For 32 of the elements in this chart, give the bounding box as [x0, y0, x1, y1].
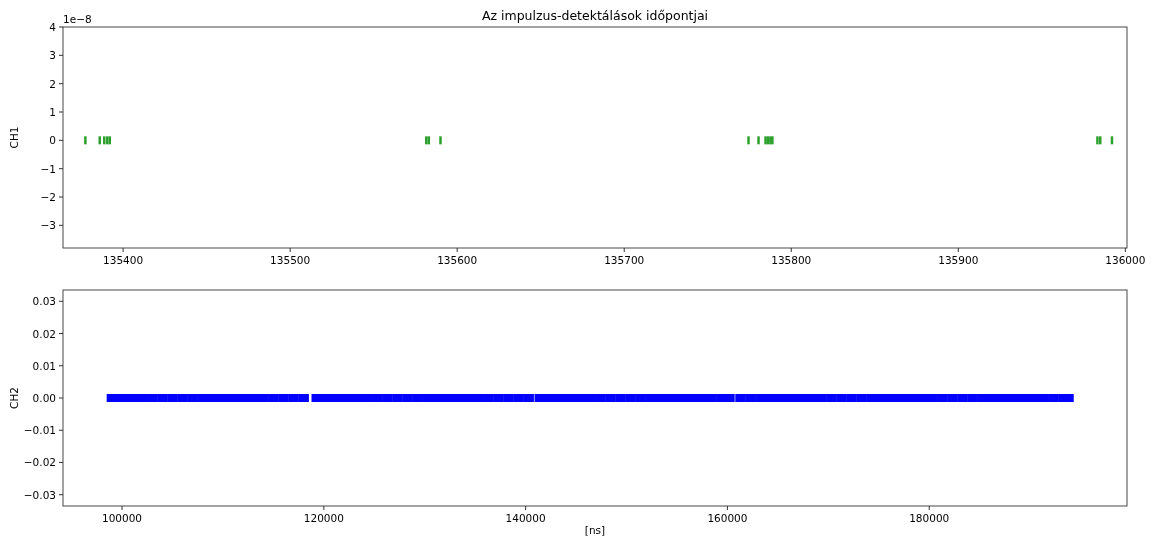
y-tick-label: −1	[40, 162, 56, 175]
y-tick-label: 0.02	[32, 327, 56, 340]
y-tick-label: −0.01	[23, 424, 56, 437]
x-tick-label: 135600	[437, 254, 478, 266]
x-tick-label: 180000	[909, 512, 950, 524]
y-tick-label: 4	[49, 21, 57, 33]
y-tick-label: −0.03	[23, 488, 56, 501]
y-tick-label: 2	[49, 77, 56, 90]
x-tick-label: 120000	[303, 512, 344, 524]
x-tick-label: 135900	[938, 254, 979, 266]
chart-title: Az impulzus-detektálások időpontjai	[481, 8, 709, 23]
y-axis-title: CH1	[8, 126, 20, 149]
x-tick-label: 135500	[270, 254, 311, 266]
y-tick-label: −2	[40, 191, 56, 203]
y-tick-label: −3	[40, 219, 56, 232]
y-tick-label: 1	[49, 106, 56, 118]
x-tick-label: 140000	[505, 512, 546, 524]
x-tick-label: 135800	[771, 254, 812, 266]
y-tick-label: 0.03	[32, 295, 56, 308]
x-tick-label: 135700	[604, 254, 645, 266]
y-tick-label: 0	[49, 134, 56, 147]
y-tick-label: −0.02	[23, 456, 56, 469]
x-tick-label: 135400	[103, 254, 144, 266]
y-tick-label: 0.01	[32, 359, 56, 372]
text: 1e−8	[63, 13, 92, 25]
x-tick-label: 100000	[101, 512, 143, 524]
x-axis-title: [ns]	[584, 524, 606, 536]
x-tick-label: 136000	[1105, 254, 1146, 266]
y-axis-title: CH2	[8, 387, 20, 409]
x-tick-label: 160000	[707, 512, 748, 524]
y-tick-label: 0.00	[32, 392, 56, 404]
y-tick-label: 3	[49, 49, 56, 62]
